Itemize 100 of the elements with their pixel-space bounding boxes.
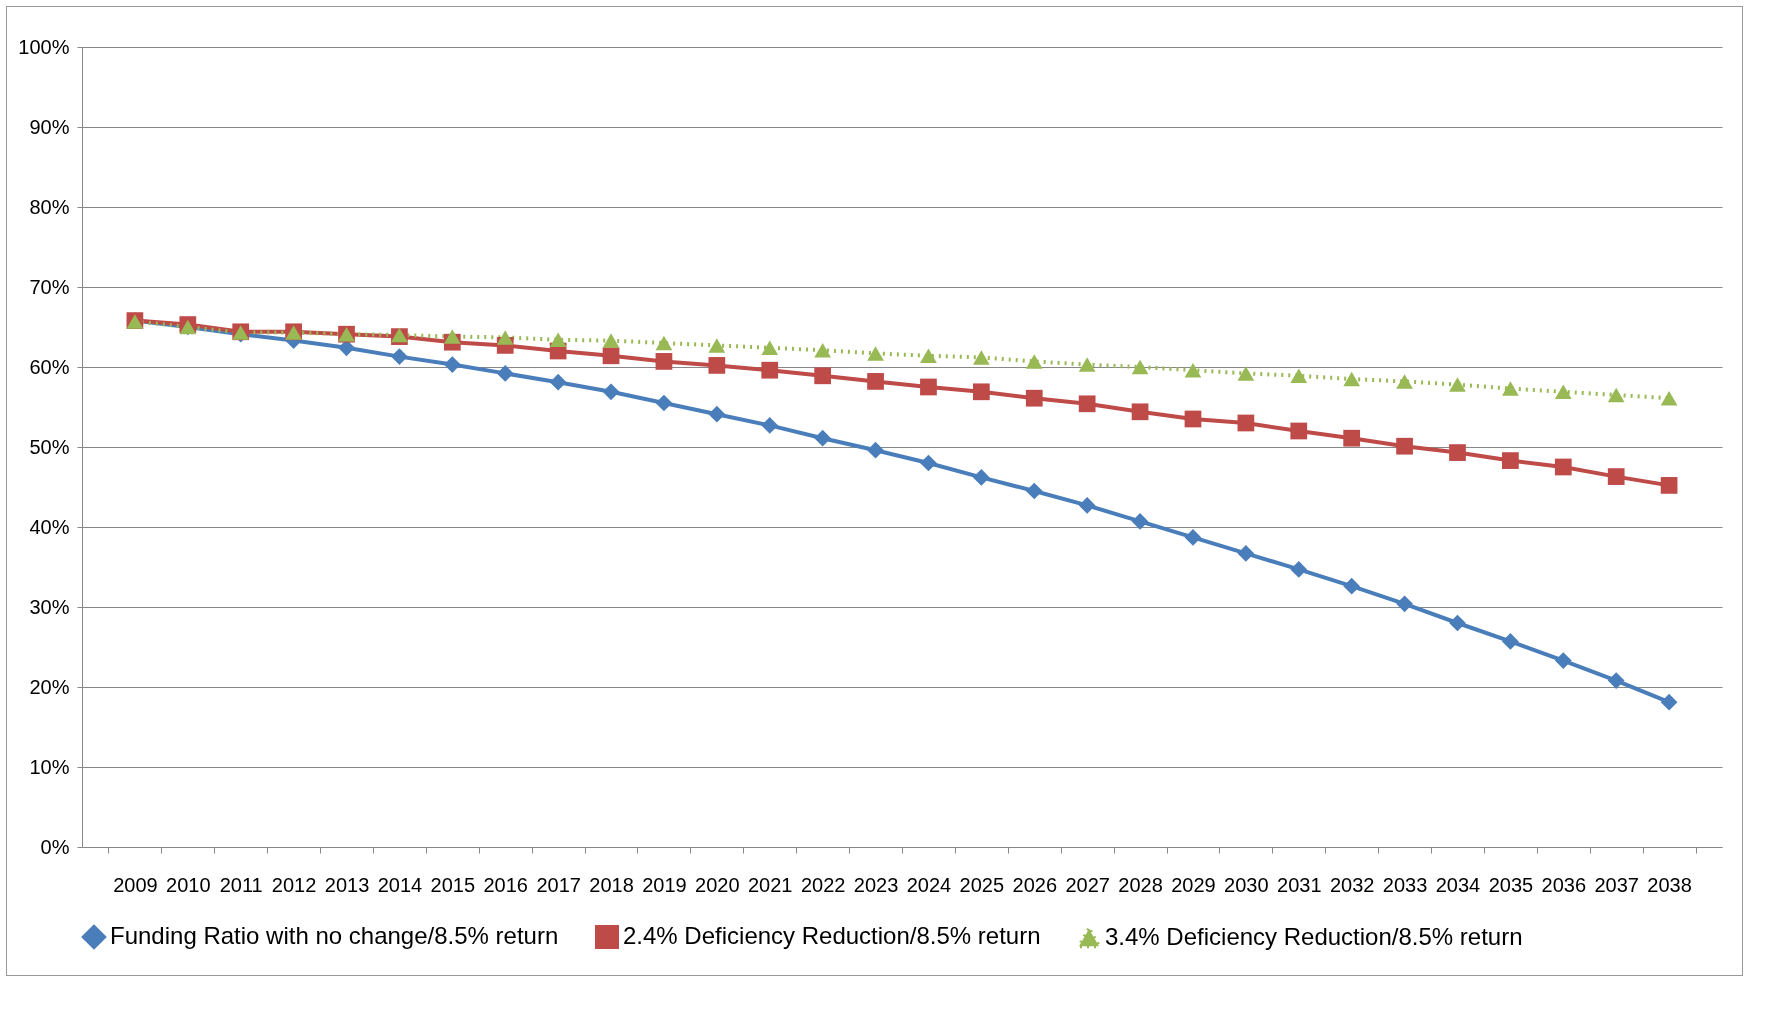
- point: [814, 342, 832, 358]
- point: [972, 383, 990, 401]
- point: [761, 340, 779, 356]
- point: [1607, 468, 1625, 485]
- point: [655, 394, 673, 412]
- point: [1131, 359, 1149, 375]
- y-tick-label: 80%: [29, 195, 70, 218]
- point: [549, 373, 567, 391]
- point: [1554, 458, 1572, 476]
- point: [1449, 377, 1466, 392]
- x-tick-label: 2033: [1382, 873, 1428, 896]
- point: [1237, 545, 1255, 562]
- x-tick-label: 2014: [377, 873, 423, 896]
- point: [867, 373, 884, 390]
- point: [1184, 362, 1202, 378]
- point: [1184, 529, 1202, 546]
- point: [1449, 444, 1466, 461]
- point: [920, 378, 937, 396]
- x-tick-label: 2030: [1224, 873, 1269, 896]
- point: [443, 329, 461, 344]
- x-tick-label: 2020: [695, 873, 740, 896]
- y-tick-label: 100%: [18, 35, 70, 58]
- y-tick-label: 0%: [40, 835, 70, 858]
- point: [1025, 482, 1043, 500]
- point: [602, 383, 620, 401]
- point: [867, 441, 884, 459]
- y-tick-label: 60%: [29, 355, 70, 378]
- point: [655, 353, 673, 370]
- point: [1078, 395, 1096, 413]
- point: [1343, 429, 1361, 447]
- point: [867, 346, 884, 361]
- x-tick-label: 2010: [166, 873, 211, 896]
- point: [602, 347, 620, 365]
- point: [1237, 366, 1255, 381]
- x-tick-label: 2015: [430, 873, 476, 896]
- legend-label: Funding Ratio with no change/8.5% return: [110, 922, 559, 949]
- point: [814, 367, 832, 385]
- point: [1184, 410, 1202, 428]
- point: [1290, 561, 1308, 578]
- x-tick-label: 2024: [906, 873, 952, 896]
- point: [1554, 384, 1572, 400]
- point: [1660, 477, 1678, 494]
- point: [655, 335, 673, 351]
- point: [391, 348, 408, 365]
- point: [972, 350, 990, 365]
- point: [708, 405, 726, 423]
- point: [761, 417, 779, 434]
- point: [1396, 374, 1413, 389]
- x-tick-label: 2029: [1171, 873, 1216, 896]
- point: [1607, 387, 1625, 403]
- x-tick-label: 2013: [324, 873, 370, 896]
- x-tick-label: 2019: [642, 873, 687, 896]
- point: [1131, 403, 1149, 421]
- x-tick-label: 2037: [1594, 873, 1639, 896]
- point: [1554, 652, 1572, 669]
- legend-label: 3.4% Deficiency Reduction/8.5% return: [1105, 922, 1523, 950]
- point: [708, 357, 726, 374]
- x-tick-label: 2034: [1435, 873, 1481, 896]
- x-tick-label: 2035: [1488, 873, 1534, 896]
- y-tick-label: 40%: [29, 515, 70, 538]
- x-tick-label: 2011: [219, 873, 263, 896]
- point: [1502, 452, 1519, 469]
- y-tick-label: 10%: [29, 755, 70, 778]
- point: [1078, 497, 1096, 514]
- point: [1290, 422, 1308, 440]
- y-tick-label: 50%: [29, 435, 70, 458]
- y-tick-label: 90%: [29, 115, 70, 138]
- x-tick-label: 2036: [1541, 873, 1587, 896]
- point: [920, 454, 937, 472]
- point: [443, 356, 461, 373]
- y-tick-label: 20%: [29, 675, 70, 698]
- x-tick-label: 2031: [1277, 873, 1322, 896]
- point: [1607, 672, 1625, 689]
- x-tick-label: 2028: [1118, 873, 1163, 896]
- x-tick-label: 2021: [747, 873, 793, 896]
- x-tick-label: 2038: [1647, 873, 1692, 896]
- x-tick-label: 2016: [483, 873, 528, 896]
- point: [1078, 357, 1096, 372]
- point: [1396, 595, 1413, 613]
- point: [972, 469, 990, 486]
- x-tick-label: 2023: [853, 873, 899, 896]
- x-tick-label: 2018: [589, 873, 634, 896]
- point: [1343, 577, 1361, 595]
- x-tick-label: 2027: [1065, 873, 1110, 896]
- point: [1025, 389, 1043, 407]
- x-tick-label: 2026: [1012, 873, 1058, 896]
- point: [549, 332, 567, 348]
- point: [1343, 371, 1361, 387]
- point: [1449, 614, 1466, 632]
- point: [496, 330, 514, 345]
- point: [1237, 414, 1255, 432]
- point: [761, 361, 779, 379]
- point: [1502, 633, 1519, 650]
- y-tick-label: 70%: [29, 275, 70, 298]
- point: [708, 338, 726, 353]
- x-tick-label: 2022: [800, 873, 846, 896]
- x-tick-label: 2017: [536, 873, 581, 896]
- point: [496, 365, 514, 382]
- point: [920, 348, 937, 364]
- legend-label: 2.4% Deficiency Reduction/8.5% return: [623, 922, 1041, 949]
